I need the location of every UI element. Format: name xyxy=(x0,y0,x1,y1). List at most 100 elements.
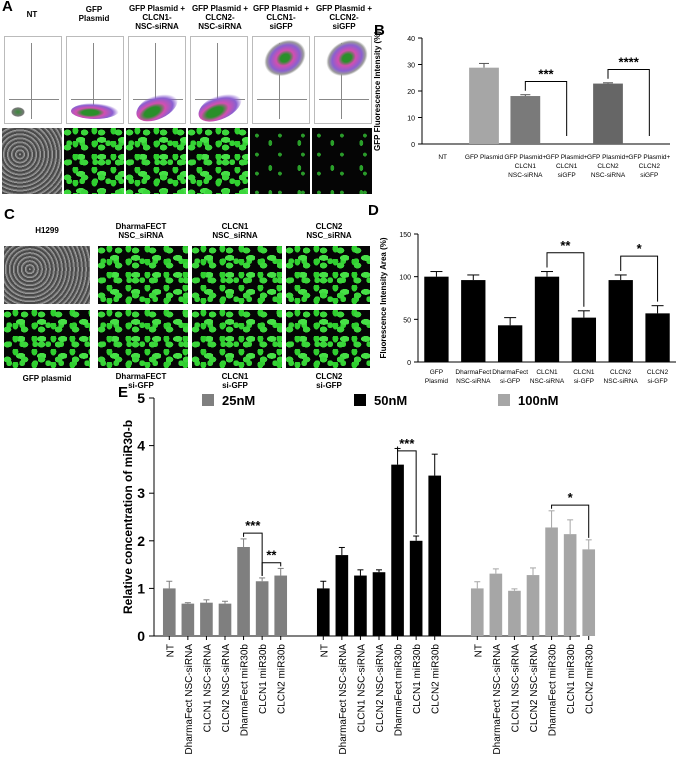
e-bar-0-0 xyxy=(162,588,176,636)
e-xtick-label-2-6: CLCN2 miR30b xyxy=(585,644,596,714)
b-bar-1 xyxy=(469,67,499,144)
panel-a-col-title-4: GFP Plasmid + CLCN2- NSC-siRNA xyxy=(191,4,249,31)
panel-c-bottom-title-3: CLCN1 si-GFP xyxy=(221,372,249,390)
e-bar-0-4 xyxy=(237,546,250,636)
micrograph-gfp-plasmid xyxy=(64,128,124,194)
e-sig-1-label: ** xyxy=(266,548,277,563)
b-xtick-label-3-1: CLCN1 xyxy=(556,163,578,170)
e-xtick-label-2-5: CLCN1 miR30b xyxy=(566,644,577,714)
b-xtick-label-4-1: CLCN2 xyxy=(597,163,619,170)
micrograph-c-clcn2-sigfp xyxy=(286,310,370,368)
e-bar-1-3 xyxy=(372,572,386,636)
b-ytick-label-0: 0 xyxy=(411,142,415,149)
e-bar-0-3 xyxy=(218,603,232,636)
e-xtick-label-0-0: NT xyxy=(165,644,176,657)
e-bar-2-2 xyxy=(508,590,521,636)
e-ytick-label-4: 4 xyxy=(137,438,145,454)
e-bar-1-5 xyxy=(409,540,423,636)
e-legend-label-1: 50nM xyxy=(374,393,407,408)
e-xtick-label-1-6: CLCN2 miR30b xyxy=(431,644,442,714)
micrograph-clcn1-nsc xyxy=(126,128,186,194)
e-bar-2-4 xyxy=(545,527,558,636)
flow-plot-gfp xyxy=(66,36,124,124)
b-xtick-label-4-2: NSC-siRNA xyxy=(591,172,626,179)
micrograph-dharmafect-sigfp xyxy=(98,310,188,368)
d-xtick-label-4-1: si-GFP xyxy=(574,378,594,385)
e-xtick-label-1-0: NT xyxy=(319,644,330,657)
d-xtick-label-0-0: GFP xyxy=(430,369,443,376)
panel-label-e: E xyxy=(118,384,129,401)
d-ytick-label-1: 50 xyxy=(403,317,411,324)
e-bar-1-6 xyxy=(428,475,442,636)
e-sig-3-label: * xyxy=(568,490,574,505)
e-xtick-label-1-1: DharmaFect NSC-siRNA xyxy=(338,644,349,755)
d-ytick-label-2: 100 xyxy=(399,275,411,282)
chart-b: 0 10 20 30 40 GFP Fluorescence Intensity (%) N… xyxy=(373,31,671,179)
e-sig-0-label: *** xyxy=(245,518,261,533)
e-xtick-label-1-2: CLCN1 NSC-siRNA xyxy=(356,644,367,733)
micrograph-dharmafect-nsc xyxy=(98,246,188,304)
flow-plot-clcn2-nsc xyxy=(190,36,248,124)
d-xtick-label-0-1: Plasmid xyxy=(425,378,449,385)
e-xtick-label-1-3: CLCN2 NSC-siRNA xyxy=(375,644,386,733)
b-ytick-label-3: 30 xyxy=(407,63,415,70)
e-xtick-label-0-1: DharmaFect NSC-siRNA xyxy=(184,644,195,755)
panel-c-bottom-title-1: GFP plasmid xyxy=(22,374,72,383)
e-ytick-label-0: 0 xyxy=(137,628,145,644)
d-xtick-label-1-0: DharmaFect xyxy=(455,369,491,376)
e-xtick-label-2-1: DharmaFect NSC-siRNA xyxy=(492,644,503,755)
e-xtick-label-0-2: CLCN1 NSC-siRNA xyxy=(202,644,213,733)
d-xtick-label-3-0: CLCN1 xyxy=(536,369,558,376)
e-xtick-label-2-4: DharmaFect miR30b xyxy=(548,644,559,737)
b-xtick-label-4-0: GFP Plasmid+ xyxy=(587,154,629,161)
d-bar-3 xyxy=(534,276,560,362)
e-xtick-label-2-0: NT xyxy=(473,644,484,657)
b-ytick-label-1: 10 xyxy=(407,116,415,123)
e-bar-2-0 xyxy=(470,588,484,636)
d-bar-0 xyxy=(424,276,449,362)
panel-a-col-title-3: GFP Plasmid + CLCN1- NSC-siRNA xyxy=(128,4,186,31)
e-y-label: Relative concentration of miR30-b xyxy=(121,420,135,614)
e-sig-2-label: *** xyxy=(399,436,415,451)
e-bar-0-1 xyxy=(181,603,195,636)
e-bar-1-1 xyxy=(335,555,349,636)
e-sig-1-bracket xyxy=(261,562,282,576)
b-xtick-label-2-2: NSC-siRNA xyxy=(508,172,543,179)
micrograph-c-clcn1-nsc xyxy=(192,246,282,304)
d-ytick-label-3: 150 xyxy=(399,232,411,239)
b-sig-1-label: **** xyxy=(619,55,640,70)
flow-plot-clcn2-sigfp xyxy=(314,36,372,124)
panel-label-d: D xyxy=(368,202,379,219)
panel-c-top-title-2: DharmaFECT NSC_siRNA xyxy=(115,222,167,240)
b-sig-0-bracket xyxy=(524,80,568,136)
e-bar-2-6 xyxy=(582,549,596,636)
panel-c: H1299 DharmaFECT NSC_siRNA CLCN1 NSC_siRNA… xyxy=(0,218,372,390)
d-bar-2 xyxy=(497,325,523,362)
e-legend-label-2: 100nM xyxy=(518,393,558,408)
e-legend-swatch-1 xyxy=(354,394,366,406)
d-bar-1 xyxy=(461,280,486,362)
e-ytick-label-2: 2 xyxy=(137,533,145,549)
d-xtick-label-2-1: si-GFP xyxy=(500,378,520,385)
e-legend-label-0: 25nM xyxy=(222,393,255,408)
panel-a-col-title-5: GFP Plasmid + CLCN1- siGFP xyxy=(252,4,310,31)
micrograph-clcn2-sigfp xyxy=(312,128,372,194)
e-legend-swatch-0 xyxy=(202,394,214,406)
chart-d: 0 50 100 150 Fluorescence Intensity Area (%)… xyxy=(379,232,676,385)
d-xtick-label-4-0: CLCN1 xyxy=(573,369,595,376)
micrograph-clcn2-nsc xyxy=(188,128,248,194)
e-xtick-label-0-6: CLCN2 miR30b xyxy=(277,644,288,714)
e-bar-0-2 xyxy=(200,602,213,636)
d-xtick-label-5-1: NSC-siRNA xyxy=(604,378,639,385)
e-bar-1-4 xyxy=(391,464,404,636)
e-bar-2-1 xyxy=(489,573,503,636)
micrograph-nt xyxy=(2,128,62,194)
d-sig-0-bracket xyxy=(546,252,585,307)
panel-c-top-title-1: H1299 xyxy=(35,226,59,235)
d-bar-5 xyxy=(608,280,633,362)
panel-a: NT GFP Plasmid GFP Plasmid + CLCN1- NSC-siR… xyxy=(0,0,375,205)
d-ytick-label-0: 0 xyxy=(407,360,411,367)
d-xtick-label-6-1: si-GFP xyxy=(647,378,667,385)
panel-c-top-title-3: CLCN1 NSC_siRNA xyxy=(212,222,258,240)
b-xtick-label-5-1: CLCN2 xyxy=(639,163,661,170)
